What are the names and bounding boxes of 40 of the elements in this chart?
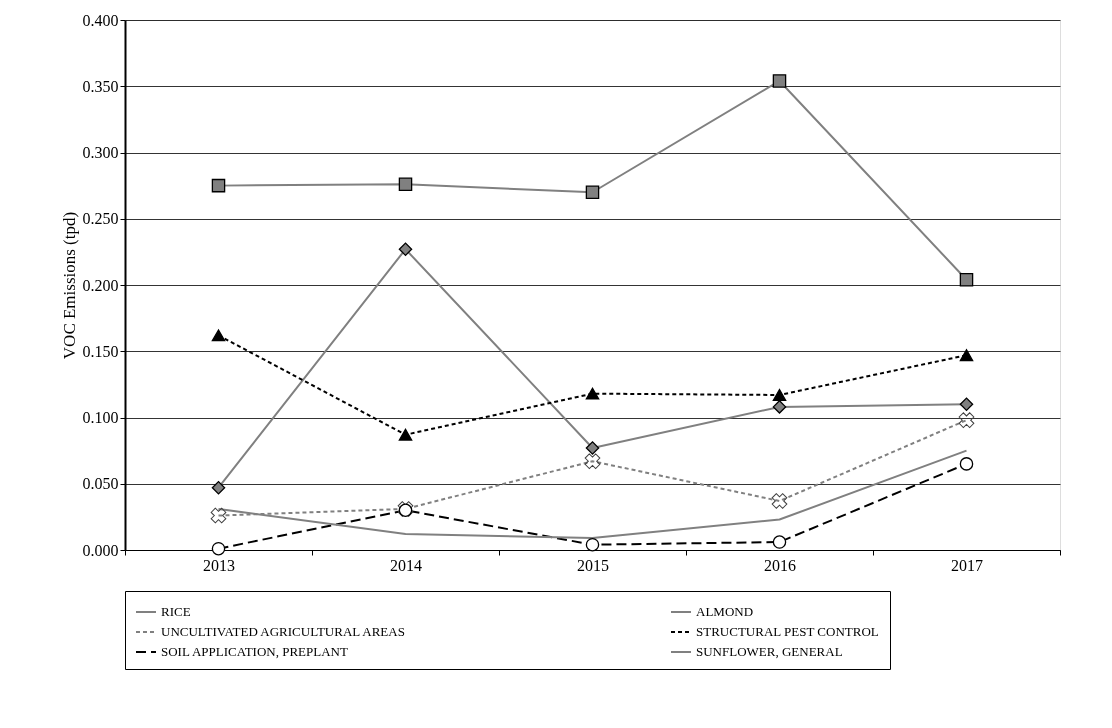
point xyxy=(585,537,600,552)
point xyxy=(585,387,600,400)
point xyxy=(398,177,413,192)
y-tick-label: 0.000 xyxy=(82,541,119,559)
y-tick-label: 0.150 xyxy=(82,342,119,360)
point xyxy=(211,178,226,193)
point xyxy=(772,389,787,401)
point xyxy=(959,272,974,287)
y-axis-title: VOC Emissions (tpd) xyxy=(59,211,79,360)
y-tick-label: 0.350 xyxy=(82,77,119,95)
point xyxy=(585,441,600,455)
y-tick-label: 0.300 xyxy=(82,144,119,161)
point xyxy=(772,74,787,88)
point xyxy=(959,397,974,412)
legend-label: UNCULTIVATED AGRICULTURAL AREAS xyxy=(161,624,405,639)
legend-label: STRUCTURAL PEST CONTROL xyxy=(696,624,879,639)
y-tick-label: 0.200 xyxy=(82,276,119,294)
legend-label: ALMOND xyxy=(696,604,754,619)
x-tick-label: 2017 xyxy=(951,556,983,574)
y-tick-label: 0.100 xyxy=(82,409,119,426)
y-tick-label: 0.250 xyxy=(82,210,119,228)
point xyxy=(585,185,600,200)
point xyxy=(211,329,226,342)
point xyxy=(398,428,413,441)
y-tick-label: 0.050 xyxy=(82,475,119,493)
legend-label: RICE xyxy=(161,604,191,619)
point xyxy=(398,242,413,256)
legend-label: SUNFLOWER, GENERAL xyxy=(696,644,843,659)
x-tick-label: 2014 xyxy=(390,556,422,574)
x-tick-label: 2016 xyxy=(764,556,796,574)
point xyxy=(959,349,974,362)
x-tick-label: 2013 xyxy=(203,556,235,574)
legend-label: SOIL APPLICATION, PREPLANT xyxy=(161,644,349,659)
point xyxy=(772,400,787,414)
point xyxy=(959,457,974,471)
point xyxy=(772,535,787,549)
point xyxy=(211,480,226,495)
x-tick-label: 2015 xyxy=(577,556,609,574)
point xyxy=(211,541,226,556)
y-tick-label: 0.400 xyxy=(82,11,119,29)
